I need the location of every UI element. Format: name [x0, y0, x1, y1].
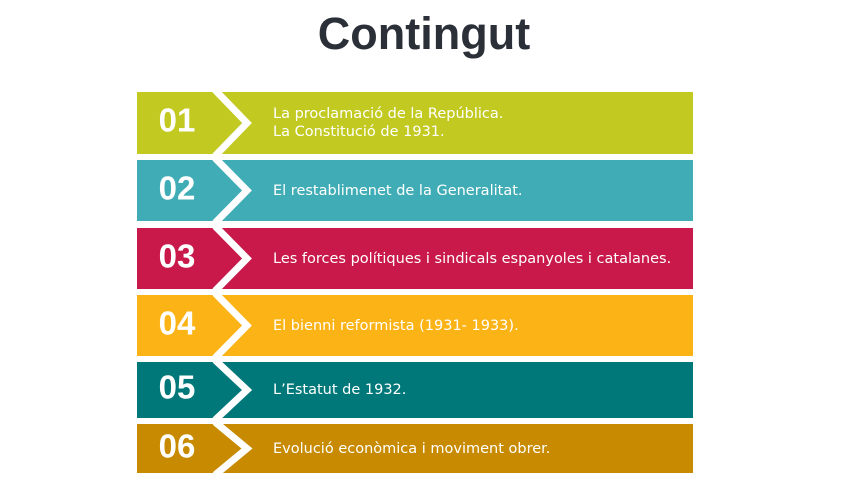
chevron-line: [212, 424, 253, 473]
list-item: 04 El bienni reformista (1931- 1933).: [137, 295, 693, 356]
item-number: 02: [158, 169, 196, 207]
item-text: El bienni reformista (1931- 1933).: [273, 317, 519, 334]
chevron-line: [212, 92, 252, 154]
item-number: 04: [158, 304, 196, 342]
item-number: 03: [158, 237, 196, 275]
item-number: 01: [158, 101, 196, 139]
list-item: 01 La proclamació de la República. La Con…: [137, 92, 693, 154]
list-item: 02 El restablimenet de la Generalitat.: [137, 160, 693, 221]
chevron-line: [212, 362, 253, 418]
item-text: Les forces polítiques i sindicals espany…: [273, 250, 672, 267]
item-text: La proclamació de la República. La Consti…: [273, 105, 683, 141]
chevron-icon: [212, 424, 253, 473]
chevron-icon: [212, 160, 252, 221]
item-text: El restablimenet de la Generalitat.: [273, 182, 523, 199]
list-item: 03 Les forces polítiques i sindicals esp…: [137, 228, 693, 289]
chevron-icon: [212, 92, 252, 154]
item-text-line: La Constitució de 1931.: [273, 124, 445, 140]
list-item: 05 L’Estatut de 1932.: [137, 362, 693, 418]
item-text-line: La proclamació de la República.: [273, 106, 504, 122]
item-text: L’Estatut de 1932.: [273, 382, 407, 398]
chevron-icon: [212, 362, 253, 418]
item-number: 06: [158, 427, 196, 465]
chevron-icon: [212, 228, 252, 289]
item-number: 05: [158, 368, 196, 406]
chevron-line: [212, 160, 252, 221]
chevron-line: [212, 228, 252, 289]
chevron-line: [212, 295, 252, 356]
list-item: 06 Evolució econòmica i moviment obrer.: [137, 424, 693, 473]
item-text: Evolució econòmica i moviment obrer.: [273, 440, 551, 457]
page-title: Contingut: [317, 8, 531, 59]
chevron-icon: [212, 295, 252, 356]
